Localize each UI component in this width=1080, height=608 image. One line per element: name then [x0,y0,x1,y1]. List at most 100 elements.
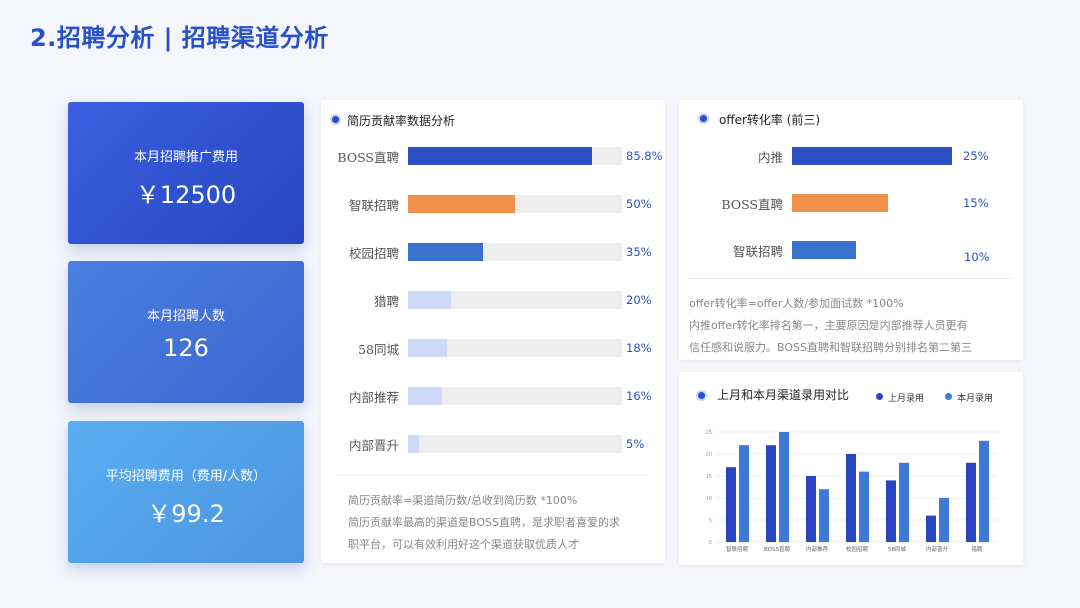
bar-track [408,435,622,453]
bar [408,243,483,261]
panel-title: 上月和本月渠道录用对比 [717,388,850,402]
bar-track [792,147,984,165]
bar-value-label: 15% [963,196,989,210]
bar-this-month [899,462,909,542]
bar-value-label: 18% [626,341,652,355]
bar-value-label: 25% [963,149,989,163]
panel-title: 简历贡献率数据分析 [347,114,456,128]
bar [408,339,447,357]
bar-this-month [979,440,989,542]
offer-conversion-panel: offer转化率 (前三) 内推 25% BOSS直聘 15% 智联招聘 10% offe… [679,100,1023,360]
bar-this-month [859,471,869,542]
x-tick-label: 内部晋升 [926,545,949,553]
bar-last-month [966,462,976,542]
bar-last-month [806,476,816,542]
bar-label: 58同城 [358,342,399,357]
bar [792,241,856,259]
bar-last-month [726,467,736,542]
bar-track [408,387,622,405]
kpi-card-promotion-cost: 本月招聘推广费用 ￥12500 [68,102,304,244]
bar-this-month [819,489,829,542]
kpi-value: 126 [163,334,209,362]
bar-label: 智联招聘 [348,198,399,213]
legend-label-last-month: 上月录用 [888,394,925,404]
bar-label: 智联招聘 [732,244,783,259]
note-line: 信任感和说服力。BOSS直聘和智联招聘分别排名第二第三 [689,341,972,354]
bar-value-label: 85.8% [626,149,663,163]
bullet-dot-icon [332,116,339,123]
bar-label: BOSS直聘 [721,197,783,212]
note-line: 简历贡献率最高的渠道是BOSS直聘，是求职者喜爱的求 [348,516,620,529]
bar-label: BOSS直聘 [337,150,399,165]
bar-value-label: 50% [626,197,652,211]
bar [792,194,888,212]
bar-value-label: 20% [626,293,652,307]
bar-last-month [926,515,936,542]
bar-label: 内推 [757,150,783,165]
bar [408,435,419,453]
bar-label: 校园招聘 [348,246,399,261]
x-tick-label: 校园招聘 [846,545,869,553]
bar-last-month [766,445,776,542]
legend-swatch-this-month [945,393,952,400]
note-line: 简历贡献率=渠道简历数/总收到简历数 *100% [348,494,578,507]
x-tick-label: BOSS直聘 [764,545,790,553]
bar-value-label: 10% [964,250,990,264]
kpi-label: 本月招聘人数 [146,309,225,324]
bar-track [792,241,984,259]
kpi-card-hire-count: 本月招聘人数 126 [68,261,304,403]
bar-label: 内部推荐 [348,390,399,405]
resume-contribution-panel: 简历贡献率数据分析 BOSS直聘 85.8% 智联招聘 50% 校园招聘 35% 猎聘 20%… [321,100,665,563]
bar-track [792,194,984,212]
y-tick-label: 5 [709,518,712,524]
kpi-label: 本月招聘推广费用 [133,150,238,165]
y-tick-label: 20 [706,452,712,458]
bar-track [408,339,622,357]
y-tick-label: 15 [706,474,712,480]
bullet-dot-icon [700,115,707,122]
bar-label: 内部晋升 [348,438,399,453]
bar-value-label: 5% [626,437,645,451]
offer-note: offer转化率=offer人数/参加面试数 *100% 内推offer转化率排… [689,293,972,359]
compare-bar-chart: 0 5 10 15 20 25 智联招聘 BOSS直聘 内部推荐 校园招聘 58同城 内部晋升 猎聘 [706,430,997,553]
bar-this-month [739,445,749,542]
bar-track [408,195,622,213]
bar-track [408,291,622,309]
monthly-compare-panel: 上月和本月渠道录用对比 上月录用 本月录用 0 5 10 15 20 25 智联招聘 BOSS… [679,372,1023,565]
bar [408,387,443,405]
panel-title: offer转化率 (前三) [719,113,821,127]
kpi-label: 平均招聘费用（费用/人数） [105,469,267,484]
y-tick-label: 25 [706,430,712,436]
bar [408,291,451,309]
bar-value-label: 16% [626,389,652,403]
bar-last-month [886,480,896,542]
bar-track [408,243,622,261]
kpi-card-avg-cost: 平均招聘费用（费用/人数） ￥99.2 [68,421,304,563]
x-tick-label: 58同城 [888,546,906,553]
bar [792,147,952,165]
bar-this-month [779,432,789,542]
bar-this-month [939,498,949,542]
bar [408,195,515,213]
kpi-value: ￥99.2 [147,500,225,528]
legend-swatch-last-month [876,393,883,400]
x-tick-label: 猎聘 [971,545,983,553]
divider [687,278,1013,279]
x-tick-label: 智联招聘 [726,545,749,553]
kpi-value: ￥12500 [135,181,237,209]
divider [337,475,649,476]
bullet-dot-icon [698,392,705,399]
note-line: 内推offer转化率排名第一，主要原因是内部推荐人员更有 [689,319,968,332]
y-tick-label: 0 [709,540,712,546]
note-line: 职平台，可以有效利用好这个渠道获取优质人才 [348,538,579,551]
bar [408,147,592,165]
bar-label: 猎聘 [373,294,399,309]
y-tick-label: 10 [706,496,712,502]
legend-label-this-month: 本月录用 [957,394,994,404]
x-tick-label: 内部推荐 [806,545,829,553]
bar-last-month [846,454,856,542]
page-title: 2.招聘分析 | 招聘渠道分析 [30,24,329,52]
bar-value-label: 35% [626,245,652,259]
note-line: offer转化率=offer人数/参加面试数 *100% [689,297,904,310]
bar-track [408,147,622,165]
